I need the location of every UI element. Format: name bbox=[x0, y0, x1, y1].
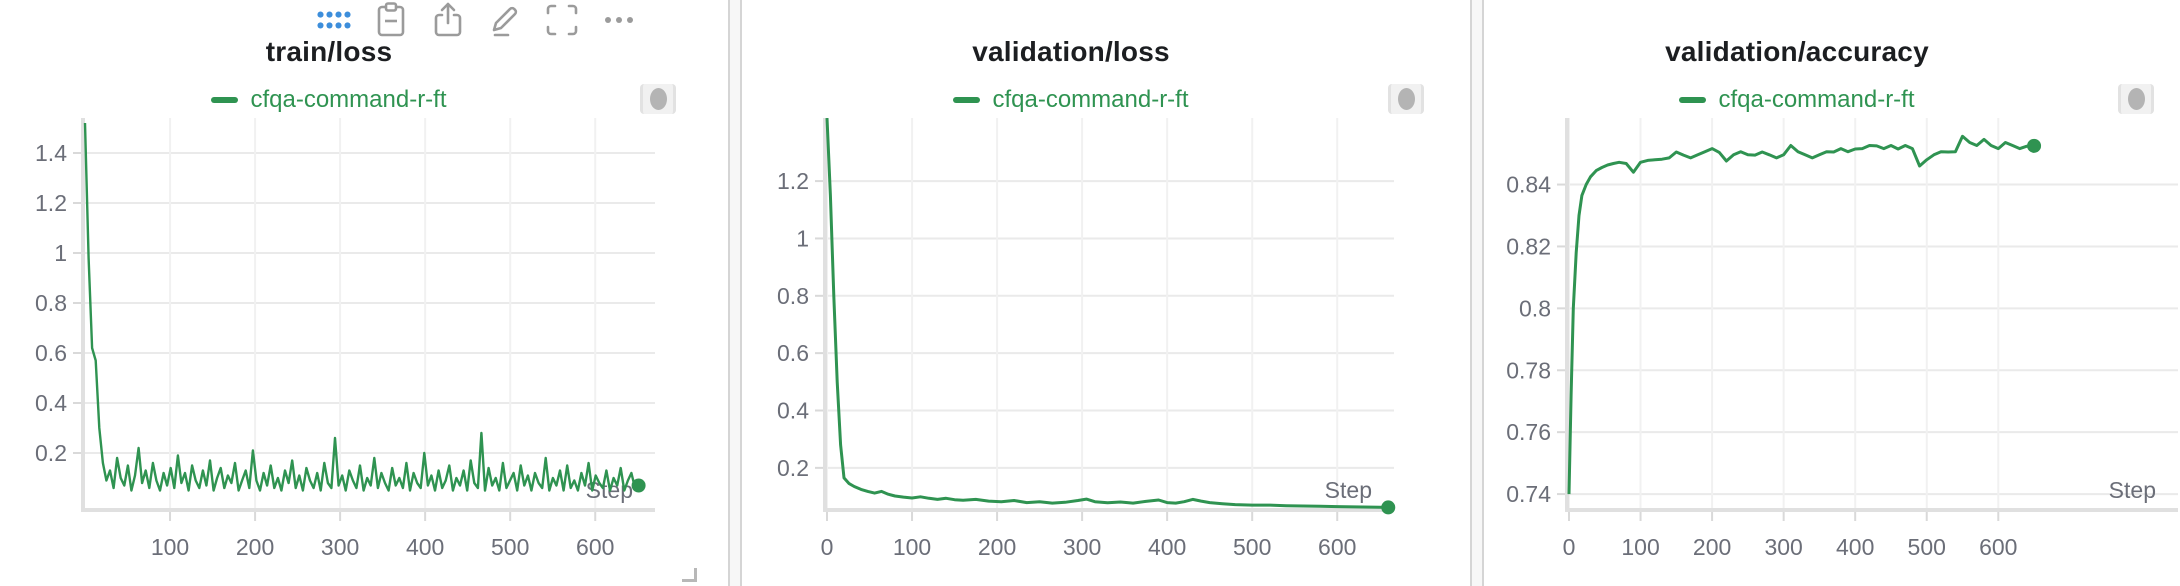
svg-text:600: 600 bbox=[1318, 534, 1356, 560]
svg-text:0.8: 0.8 bbox=[35, 290, 67, 316]
svg-text:100: 100 bbox=[151, 534, 189, 560]
svg-text:300: 300 bbox=[1764, 534, 1802, 560]
svg-text:600: 600 bbox=[576, 534, 614, 560]
svg-text:0.4: 0.4 bbox=[777, 398, 809, 424]
svg-text:0.4: 0.4 bbox=[35, 390, 67, 416]
drag-handle-icon[interactable] bbox=[316, 0, 352, 40]
panel-train-loss: train/loss cfqa-command-r-ft 0.2 0.4 0.6 0.… bbox=[0, 0, 728, 586]
svg-text:200: 200 bbox=[236, 534, 274, 560]
svg-text:0.8: 0.8 bbox=[777, 283, 809, 309]
svg-text:200: 200 bbox=[1693, 534, 1731, 560]
svg-text:600: 600 bbox=[1979, 534, 2017, 560]
panel-validation-accuracy: validation/accuracy cfqa-command-r-ft 0.… bbox=[1484, 0, 2180, 586]
legend-toggle-icon[interactable] bbox=[640, 84, 676, 114]
line-chart-validation-loss[interactable]: 0.2 0.4 0.6 0.8 1 1.2 0 100 200 300 400 500 600 Step bbox=[742, 0, 1470, 586]
svg-text:400: 400 bbox=[406, 534, 444, 560]
svg-text:0.74: 0.74 bbox=[1506, 481, 1551, 507]
legend[interactable]: cfqa-command-r-ft bbox=[0, 86, 658, 114]
svg-text:0.6: 0.6 bbox=[777, 340, 809, 366]
legend-line-swatch bbox=[211, 97, 239, 103]
svg-text:0.2: 0.2 bbox=[777, 455, 809, 481]
legend-run-name: cfqa-command-r-ft bbox=[1718, 86, 1915, 113]
legend-line-swatch bbox=[953, 97, 981, 103]
legend[interactable]: cfqa-command-r-ft bbox=[742, 86, 1400, 114]
svg-text:100: 100 bbox=[1621, 534, 1659, 560]
line-chart-validation-accuracy[interactable]: 0.74 0.76 0.78 0.8 0.82 0.84 0 100 200 300 400 500 6… bbox=[1484, 0, 2180, 586]
panel-title: validation/loss bbox=[972, 36, 1170, 67]
svg-text:1: 1 bbox=[796, 225, 809, 251]
panel-validation-loss: validation/loss cfqa-command-r-ft 0.2 0.4… bbox=[742, 0, 1470, 586]
legend-toggle-oval bbox=[1397, 88, 1415, 110]
svg-text:Step: Step bbox=[2109, 477, 2156, 503]
panel-divider[interactable] bbox=[1470, 0, 1484, 586]
legend-toggle-icon[interactable] bbox=[2118, 84, 2154, 114]
svg-text:Step: Step bbox=[1325, 477, 1372, 503]
export-icon[interactable] bbox=[430, 0, 466, 40]
svg-text:0: 0 bbox=[821, 534, 834, 560]
svg-text:0: 0 bbox=[1563, 534, 1576, 560]
svg-text:0.84: 0.84 bbox=[1506, 172, 1551, 198]
panel-title: train/loss bbox=[265, 36, 393, 67]
svg-text:400: 400 bbox=[1148, 534, 1186, 560]
svg-text:0.8: 0.8 bbox=[1519, 295, 1551, 321]
edit-panel-icon[interactable] bbox=[487, 0, 523, 40]
legend[interactable]: cfqa-command-r-ft bbox=[1484, 86, 2110, 114]
svg-text:0.6: 0.6 bbox=[35, 340, 67, 366]
copy-panel-icon[interactable] bbox=[373, 0, 409, 40]
svg-text:1.4: 1.4 bbox=[35, 140, 67, 166]
legend-toggle-oval bbox=[2127, 88, 2145, 110]
svg-text:500: 500 bbox=[1908, 534, 1946, 560]
panel-title: validation/accuracy bbox=[1665, 36, 1929, 67]
legend-run-name: cfqa-command-r-ft bbox=[250, 86, 447, 113]
svg-text:0.78: 0.78 bbox=[1506, 357, 1551, 383]
svg-text:300: 300 bbox=[1063, 534, 1101, 560]
svg-text:0.76: 0.76 bbox=[1506, 419, 1551, 445]
legend-line-swatch bbox=[1679, 97, 1707, 103]
fullscreen-icon[interactable] bbox=[544, 0, 580, 40]
svg-text:500: 500 bbox=[491, 534, 529, 560]
svg-text:300: 300 bbox=[321, 534, 359, 560]
svg-text:100: 100 bbox=[893, 534, 931, 560]
legend-toggle-icon[interactable] bbox=[1388, 84, 1424, 114]
svg-text:1.2: 1.2 bbox=[35, 190, 67, 216]
panel-resize-handle[interactable] bbox=[682, 568, 697, 582]
legend-toggle-oval bbox=[649, 88, 667, 110]
svg-text:0.82: 0.82 bbox=[1506, 233, 1551, 259]
panel-toolbar bbox=[316, 0, 637, 40]
legend-run-name: cfqa-command-r-ft bbox=[992, 86, 1189, 113]
svg-text:1.2: 1.2 bbox=[777, 168, 809, 194]
svg-text:500: 500 bbox=[1233, 534, 1271, 560]
svg-text:1: 1 bbox=[54, 240, 67, 266]
panel-divider[interactable] bbox=[728, 0, 742, 586]
svg-text:0.2: 0.2 bbox=[35, 440, 67, 466]
svg-text:200: 200 bbox=[978, 534, 1016, 560]
overflow-menu-icon[interactable] bbox=[601, 0, 637, 40]
svg-text:400: 400 bbox=[1836, 534, 1874, 560]
